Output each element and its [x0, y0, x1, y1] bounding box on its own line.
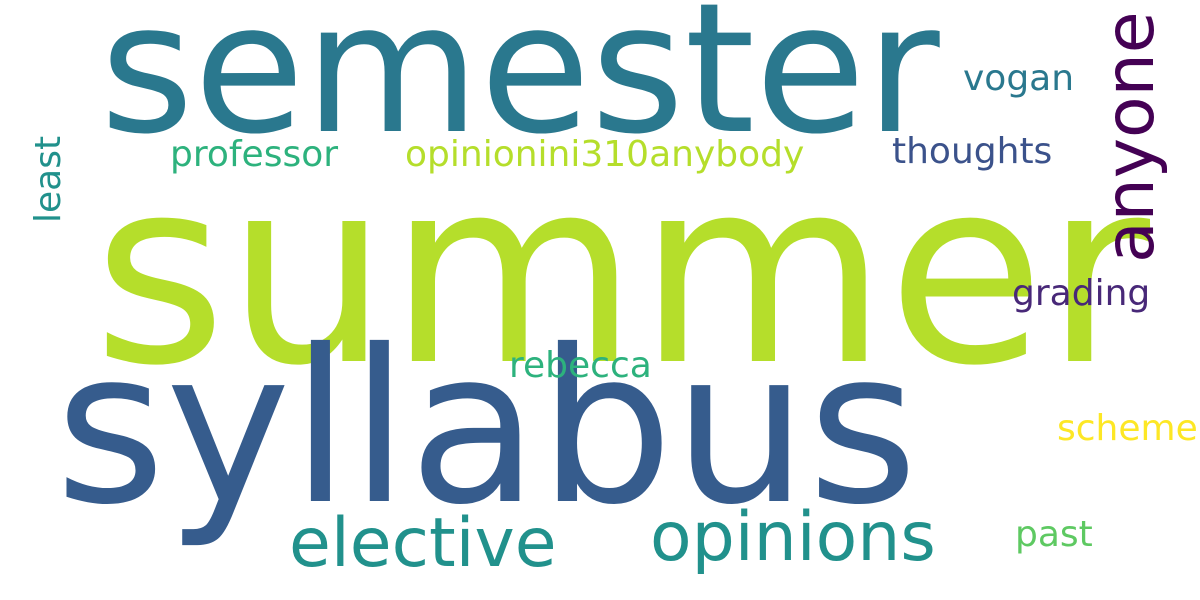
word-summer: summer	[93, 124, 1151, 422]
word-thoughts: thoughts	[892, 131, 1053, 172]
word-vogan: vogan	[963, 58, 1075, 99]
word-scheme: scheme	[1057, 408, 1198, 449]
word-grading: grading	[1012, 273, 1151, 314]
word-opinions: opinions	[650, 498, 936, 577]
word-elective: elective	[289, 504, 557, 583]
word-opinionini310anybody: opinionini310anybody	[405, 134, 805, 175]
word-rebecca: rebecca	[509, 345, 652, 386]
word-semester: semester	[100, 0, 940, 174]
word-anyone: anyone	[1091, 11, 1170, 263]
word-least: least	[28, 135, 69, 223]
word-syllabus: syllabus	[55, 304, 919, 551]
word-past: past	[1015, 514, 1093, 555]
word-professor: professor	[170, 134, 339, 175]
